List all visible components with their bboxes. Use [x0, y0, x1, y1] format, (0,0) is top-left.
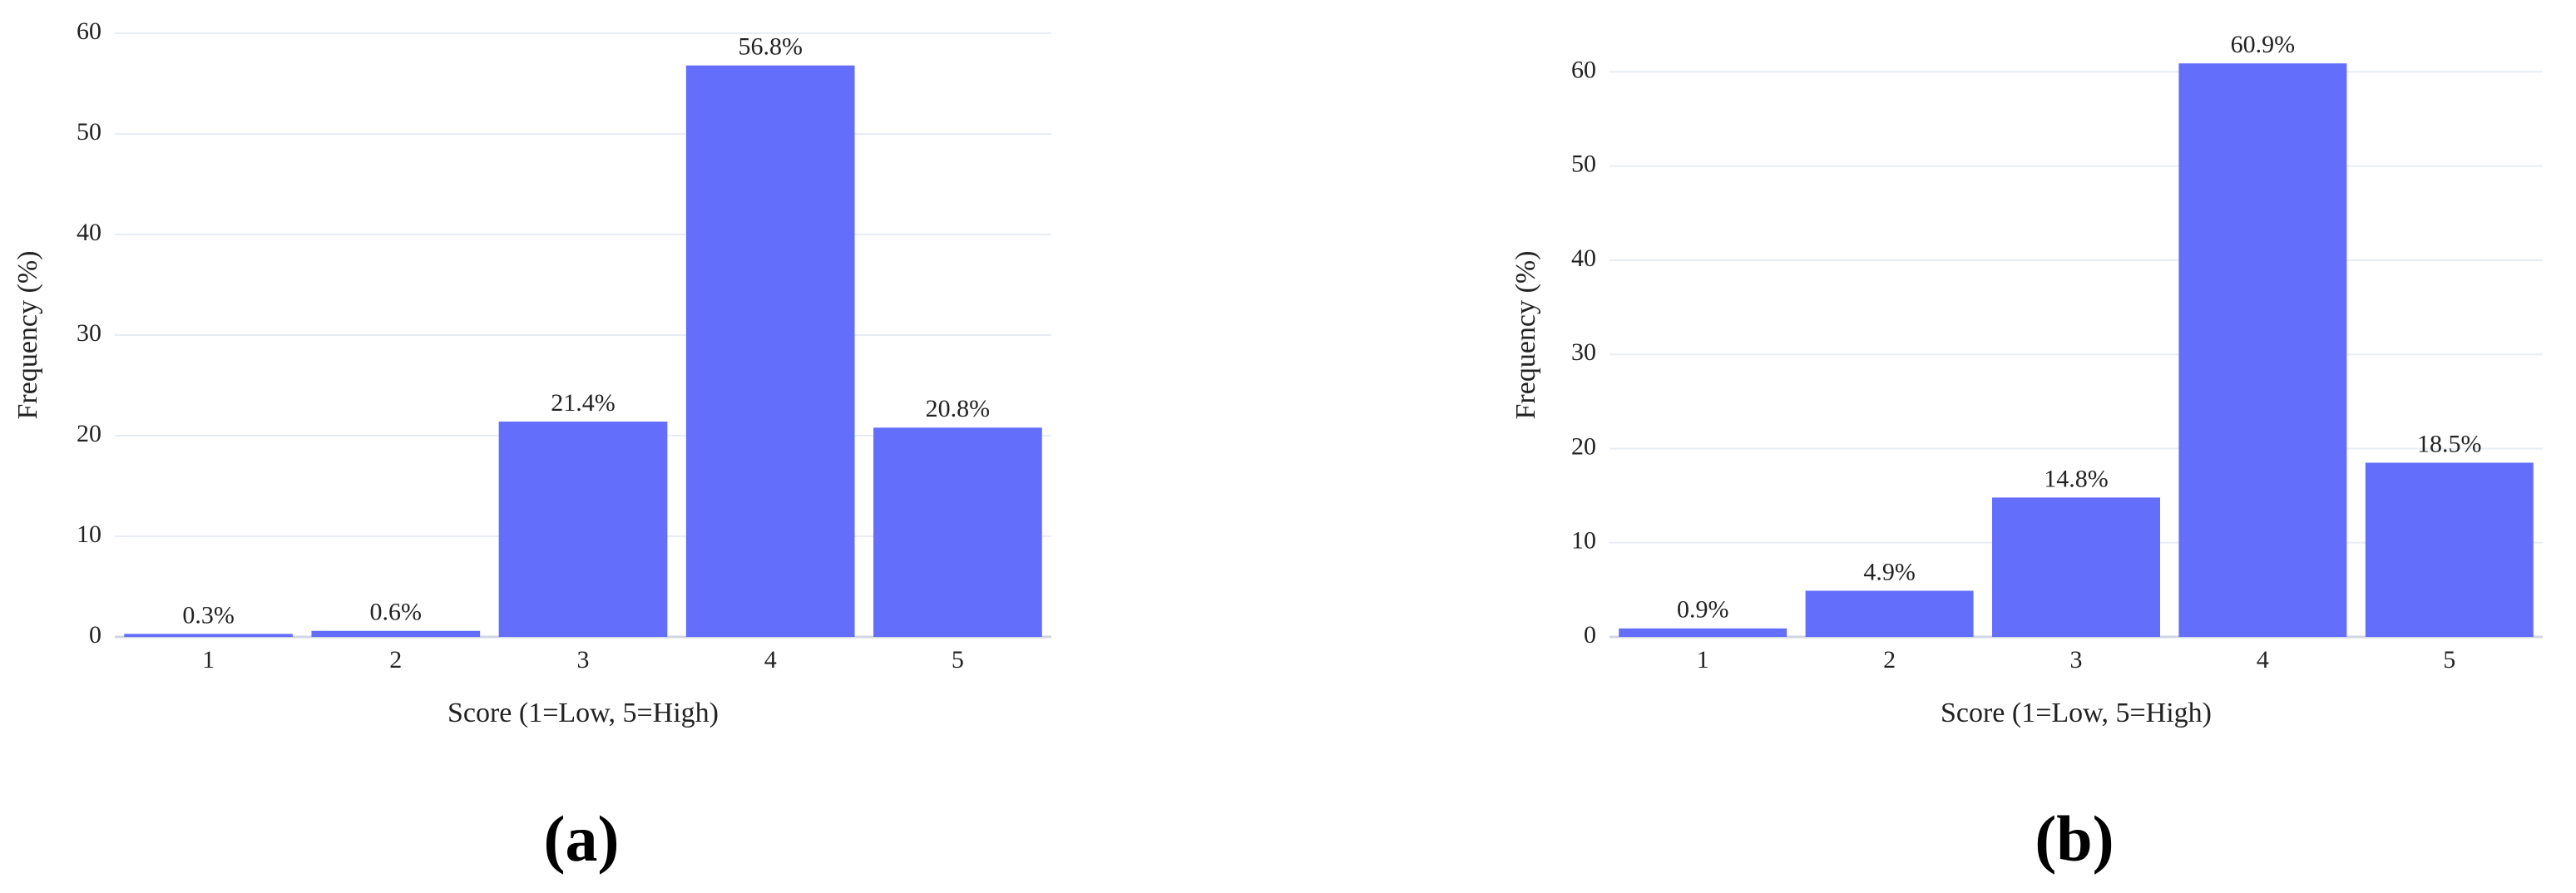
y-tick-label: 60 — [1571, 56, 1596, 83]
data-label: 14.8% — [2044, 465, 2109, 492]
y-tick-label: 20 — [77, 420, 101, 447]
y-tick-label: 60 — [77, 17, 101, 45]
bar — [1619, 628, 1787, 637]
x-tick-label: 1 — [202, 646, 215, 673]
data-label: 18.5% — [2417, 430, 2482, 457]
x-tick-label: 4 — [764, 646, 777, 673]
x-tick-label: 5 — [952, 646, 964, 673]
data-label: 20.8% — [926, 395, 991, 422]
bar — [1805, 590, 1974, 637]
bar — [2365, 462, 2534, 637]
bar — [311, 630, 481, 637]
y-tick-label: 50 — [1571, 150, 1596, 178]
bar — [685, 65, 855, 638]
y-tick-label: 50 — [77, 118, 101, 146]
y-axis-title: Frequency (%) — [12, 251, 43, 420]
y-tick-label: 40 — [77, 219, 101, 246]
data-label: 60.9% — [2231, 31, 2296, 58]
y-tick-label: 30 — [1571, 338, 1596, 366]
y-tick-label: 10 — [1571, 527, 1596, 555]
panel-label: (a) — [544, 802, 620, 875]
x-tick-label: 1 — [1697, 646, 1709, 673]
bar — [1992, 497, 2160, 637]
y-tick-label: 0 — [1584, 621, 1596, 649]
x-tick-label: 3 — [577, 646, 590, 673]
y-tick-label: 40 — [1571, 244, 1596, 272]
data-label: 56.8% — [738, 33, 803, 61]
y-axis-title: Frequency (%) — [1510, 251, 1541, 420]
bar — [873, 427, 1042, 637]
data-label: 0.9% — [1677, 596, 1729, 624]
data-label: 0.3% — [182, 601, 235, 629]
data-label: 4.9% — [1863, 558, 1916, 585]
bar — [498, 422, 668, 637]
panel-label: (b) — [2035, 802, 2114, 875]
x-tick-label: 4 — [2257, 646, 2269, 673]
x-tick-label: 2 — [1883, 646, 1896, 673]
x-axis-title: Score (1=Low, 5=High) — [1941, 698, 2212, 728]
y-tick-label: 30 — [77, 319, 101, 347]
x-tick-label: 2 — [389, 646, 402, 673]
y-tick-label: 10 — [77, 521, 101, 548]
x-tick-label: 5 — [2443, 646, 2455, 673]
y-tick-label: 20 — [1571, 432, 1596, 460]
x-axis-title: Score (1=Low, 5=High) — [447, 698, 719, 728]
y-tick-label: 0 — [89, 621, 101, 649]
data-label: 21.4% — [551, 389, 616, 417]
x-tick-label: 3 — [2070, 646, 2083, 673]
bar — [124, 634, 293, 637]
bar — [2178, 63, 2347, 638]
data-label: 0.6% — [370, 599, 423, 626]
